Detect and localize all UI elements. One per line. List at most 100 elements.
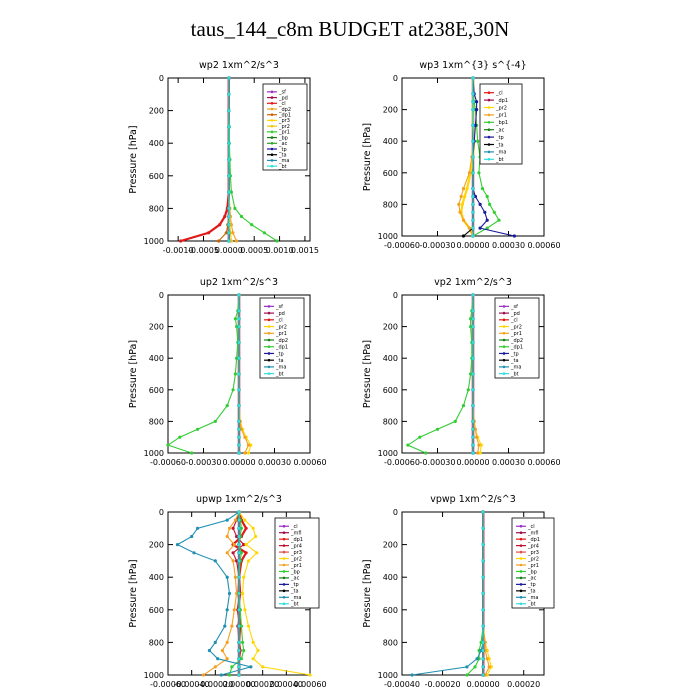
data-point — [233, 372, 237, 376]
data-point — [471, 171, 475, 175]
legend-label: _tp — [495, 135, 504, 141]
x-tick-label: -0.00040 — [384, 680, 420, 689]
data-point — [239, 551, 243, 555]
legend-marker — [502, 325, 506, 328]
legend-marker — [519, 563, 523, 567]
data-point — [471, 187, 475, 191]
data-point — [242, 648, 246, 653]
legend-label: _tp — [290, 582, 299, 588]
data-point — [497, 218, 501, 222]
data-point — [223, 214, 227, 219]
data-point — [477, 171, 481, 175]
data-point — [241, 591, 245, 596]
legend-label: _ta — [510, 358, 519, 364]
data-point — [227, 206, 231, 210]
data-point — [213, 419, 217, 423]
data-point — [233, 575, 237, 579]
data-point — [237, 340, 241, 344]
data-point — [244, 526, 248, 530]
x-tick-label: 0.00060 — [293, 458, 326, 467]
data-point — [471, 325, 475, 329]
data-point — [435, 427, 440, 431]
y-axis-label: Pressure [hPa] — [128, 559, 139, 627]
data-point — [237, 372, 241, 376]
data-point — [231, 559, 235, 563]
chart-panel-5: upwp 1xm^2/s^3 Pressure [hPa] 0 200 400 600 80… — [128, 494, 327, 689]
legend-label: _sf — [278, 90, 286, 96]
data-point — [237, 526, 241, 530]
x-tick-label: -0.00060 — [384, 241, 420, 250]
chart-panel-6: vpwp 1xm^2/s^3 Pressure [hPa] 0 200 400 600 80… — [362, 494, 555, 689]
data-point — [255, 551, 259, 555]
data-point — [237, 551, 241, 555]
legend-marker — [502, 358, 506, 362]
legend-marker — [519, 596, 523, 599]
data-point — [235, 325, 239, 329]
legend-label: _cl — [290, 524, 298, 530]
legend-label: _ma — [527, 595, 538, 601]
data-point — [227, 174, 231, 178]
data-point — [465, 673, 469, 677]
legend-marker — [282, 602, 286, 606]
legend-label: _pr2 — [510, 324, 522, 330]
legend-marker — [282, 537, 286, 541]
x-tick-label: 0.00040 — [270, 680, 303, 689]
legend-marker — [282, 576, 286, 580]
data-point — [261, 665, 265, 669]
data-point — [478, 451, 482, 455]
legend-label: _pr1 — [275, 331, 287, 337]
data-point — [224, 231, 228, 235]
data-point — [471, 293, 475, 297]
data-point — [256, 648, 260, 653]
data-point — [233, 518, 237, 522]
legend-label: _pd — [510, 311, 520, 317]
data-point — [471, 309, 475, 313]
data-point — [237, 591, 241, 596]
data-point — [475, 657, 479, 661]
data-point — [231, 231, 235, 235]
legend-marker — [270, 164, 274, 168]
data-point — [179, 239, 183, 243]
x-tick-label: -0.0005 — [188, 246, 219, 255]
x-tick-label: 0.00020 — [507, 680, 540, 689]
x-tick-label: 0.0000 — [215, 246, 243, 255]
panel-title: vpwp 1xm^2/s^3 — [430, 494, 516, 505]
data-point — [471, 100, 475, 104]
legend-marker — [270, 113, 274, 117]
x-tick-label: -0.00040 — [174, 680, 210, 689]
y-tick-label: 400 — [149, 354, 164, 363]
x-tick-label: -0.00030 — [186, 458, 222, 467]
legend-marker — [267, 318, 271, 322]
data-point — [227, 109, 231, 113]
x-tick-label: 0.00000 — [456, 458, 489, 467]
y-tick-label: 1000 — [378, 232, 398, 241]
data-point — [244, 551, 248, 555]
legend-label: _pr2 — [527, 556, 539, 562]
data-point — [237, 356, 241, 360]
data-point — [461, 404, 466, 408]
panel-title: up2 1xm^2/s^3 — [200, 277, 278, 288]
data-point — [225, 551, 229, 555]
x-tick-label: 0.00000 — [467, 680, 500, 689]
data-point — [220, 648, 224, 653]
legend-marker — [282, 570, 286, 573]
data-point — [237, 665, 241, 669]
legend-label: _mfl — [290, 530, 302, 536]
chart-panel-3: up2 1xm^2/s^3 Pressure [hPa] 0 200 400 600 800… — [128, 277, 327, 467]
legend-marker — [270, 147, 274, 151]
legend: _sf_pd_cl_pr2_pr1_dp2_dp1_tp_ta_ma_bt — [494, 297, 540, 379]
legend-label: _tp — [510, 351, 519, 357]
page-title: taus_144_c8m BUDGET at238E,30N — [190, 17, 510, 41]
legend-marker — [487, 158, 491, 161]
data-point — [227, 76, 231, 80]
data-point — [227, 157, 231, 162]
legend-marker — [487, 113, 491, 117]
legend-label: _cl — [527, 524, 535, 530]
legend-marker — [502, 311, 506, 315]
data-point — [251, 657, 255, 661]
data-point — [237, 404, 241, 408]
legend-label: _pd — [275, 311, 285, 317]
series-line-dp1 — [166, 294, 240, 454]
legend-marker — [487, 135, 491, 139]
data-point — [471, 419, 475, 423]
